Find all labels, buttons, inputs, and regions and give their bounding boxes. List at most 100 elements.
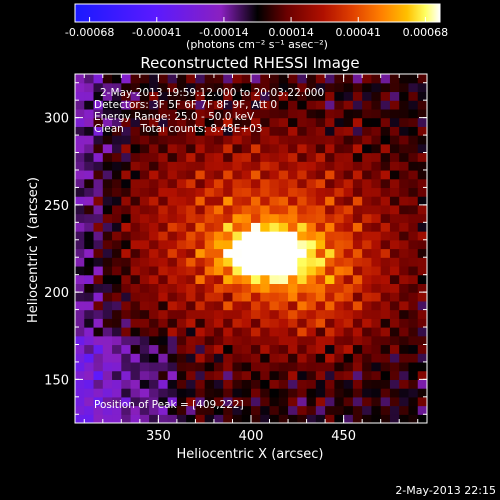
heatmap-cell [121,108,132,119]
heatmap-cell [417,283,427,293]
heatmap-cell [223,169,234,180]
heatmap-cell [297,178,308,189]
heatmap-cell [408,257,419,267]
heatmap-cell [315,300,326,311]
heatmap-cell [232,196,243,206]
heatmap-cell [241,379,252,389]
heatmap-cell [204,82,215,93]
heatmap-cell [260,152,271,162]
heatmap-cell [417,414,427,423]
heatmap-cell [352,265,363,276]
heatmap-cell [251,353,261,363]
heatmap-cell [232,283,243,293]
heatmap-cell [102,135,113,145]
heatmap-cell [343,344,354,354]
heatmap-cell [315,257,326,267]
heatmap-cell [130,292,141,302]
heatmap-cell [149,169,159,180]
heatmap-cell [112,239,122,250]
heatmap-cell [251,231,261,241]
heatmap-cell [93,82,104,93]
heatmap-cell [167,178,178,189]
heatmap-cell [334,82,345,93]
heatmap-cell [278,309,289,319]
heatmap-cell [195,82,206,93]
heatmap-cell [269,161,280,171]
heatmap-cell [278,379,289,389]
heatmap-cell [158,117,169,127]
heatmap-cell [130,152,141,162]
heatmap-cell [102,335,113,346]
heatmap-cell [380,74,391,84]
heatmap-cell [362,126,373,136]
heatmap-cell [102,196,113,206]
heatmap-cell [93,161,104,171]
heatmap-cell [130,126,141,136]
heatmap-cell [343,91,354,101]
heatmap-cell [371,161,382,171]
heatmap-cell [75,257,85,267]
heatmap-cell [232,274,243,284]
heatmap-cell [334,257,345,267]
heatmap-cell [93,300,104,311]
heatmap-cell [362,100,373,110]
heatmap-cell [102,274,113,284]
heatmap-cell [315,178,326,189]
heatmap-cell [408,135,419,145]
heatmap-cell [362,300,373,311]
heatmap-cell [343,169,354,180]
heatmap-cell [417,265,427,276]
heatmap-cell [408,108,419,119]
heatmap-cell [195,292,206,302]
heatmap-cell [315,318,326,328]
colorbar-tick-label: -0.00068 [65,26,114,39]
heatmap-cell [269,213,280,223]
heatmap-cell [325,117,335,127]
heatmap-cell [139,335,150,346]
heatmap-cell [380,396,391,407]
heatmap-cell [232,74,243,84]
heatmap-cell [121,292,132,302]
heatmap-cell [121,309,132,319]
heatmap-cell [75,204,85,215]
heatmap-cell [408,300,419,311]
heatmap-cell [352,292,363,302]
heatmap-cell [389,161,400,171]
heatmap-cell [352,396,363,407]
heatmap-cell [343,187,354,197]
heatmap-cell [93,74,104,84]
heatmap-cell [315,239,326,250]
heatmap-cell [167,414,178,423]
heatmap-cell [278,344,289,354]
heatmap-cell [297,309,308,319]
heatmap-cell [334,213,345,223]
heatmap-cell [241,178,252,189]
heatmap-cell [278,100,289,110]
heatmap-cell [232,152,243,162]
heatmap-cell [213,370,224,380]
heatmap-cell [102,74,113,84]
heatmap-cell [352,91,363,101]
heatmap-cell [186,117,197,127]
heatmap-cell [343,309,354,319]
heatmap-cell [288,405,298,415]
heatmap-cell [149,344,159,354]
heatmap-cell [139,239,150,250]
heatmap-cell [297,274,308,284]
heatmap-cell [315,353,326,363]
heatmap-cell [232,300,243,311]
heatmap-cell [176,335,187,346]
heatmap-cell [241,161,252,171]
heatmap-cell [334,414,345,423]
heatmap-cell [149,335,159,346]
heatmap-cell [149,318,159,328]
heatmap-cell [158,143,169,154]
heatmap-cell [241,414,252,423]
heatmap-cell [325,300,335,311]
heatmap-cell [167,222,178,232]
heatmap-cell [389,318,400,328]
heatmap-cell [84,239,95,250]
heatmap-cell [297,143,308,154]
heatmap-cell [260,396,271,407]
heatmap-cell [93,414,104,423]
